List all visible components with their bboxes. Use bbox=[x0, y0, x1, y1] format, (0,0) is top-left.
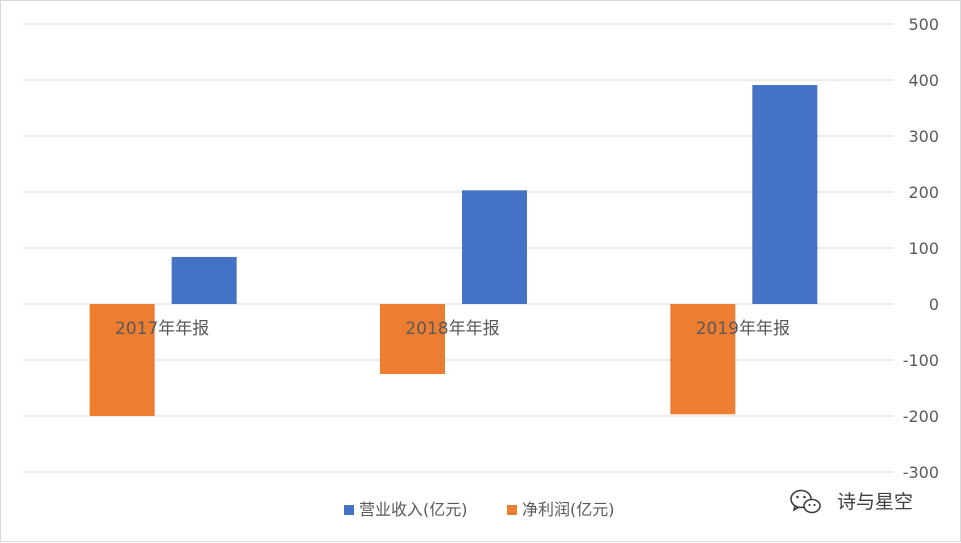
y-tick-label: 200 bbox=[908, 183, 939, 202]
legend-swatch-0 bbox=[344, 505, 354, 515]
bar-revenue-0 bbox=[171, 256, 237, 304]
y-tick-label: -200 bbox=[903, 407, 939, 426]
category-label: 2017年年报 bbox=[115, 319, 209, 339]
y-tick-label: 400 bbox=[908, 71, 939, 90]
wechat-icon bbox=[790, 489, 821, 514]
legend: 营业收入(亿元) 净利润(亿元) bbox=[344, 500, 615, 519]
bar-revenue-1 bbox=[462, 190, 527, 304]
y-tick-label: 100 bbox=[908, 239, 939, 258]
bar-net-profit-0 bbox=[89, 304, 155, 416]
y-tick-label: 500 bbox=[908, 15, 939, 34]
y-tick-label: 300 bbox=[908, 127, 939, 146]
watermark: 诗与星空 bbox=[790, 489, 913, 514]
legend-label-0: 营业收入(亿元) bbox=[359, 500, 468, 519]
category-label: 2019年年报 bbox=[696, 319, 790, 339]
legend-label-1: 净利润(亿元) bbox=[522, 500, 615, 519]
bars bbox=[89, 85, 818, 416]
bar-revenue-2 bbox=[752, 85, 818, 304]
bar-net-profit-2 bbox=[670, 304, 736, 415]
y-axis-ticks: 500 400 300 200 100 0 -100 -200 -300 bbox=[903, 15, 939, 482]
y-tick-label: -300 bbox=[903, 463, 939, 482]
legend-swatch-1 bbox=[507, 505, 517, 515]
category-labels: 2017年年报 2018年年报 2019年年报 bbox=[115, 319, 790, 339]
bar-net-profit-1 bbox=[380, 304, 445, 374]
y-tick-label: 0 bbox=[929, 295, 939, 314]
watermark-text: 诗与星空 bbox=[837, 491, 913, 513]
category-label: 2018年年报 bbox=[405, 319, 499, 339]
y-tick-label: -100 bbox=[903, 351, 939, 370]
gridlines bbox=[23, 23, 894, 473]
